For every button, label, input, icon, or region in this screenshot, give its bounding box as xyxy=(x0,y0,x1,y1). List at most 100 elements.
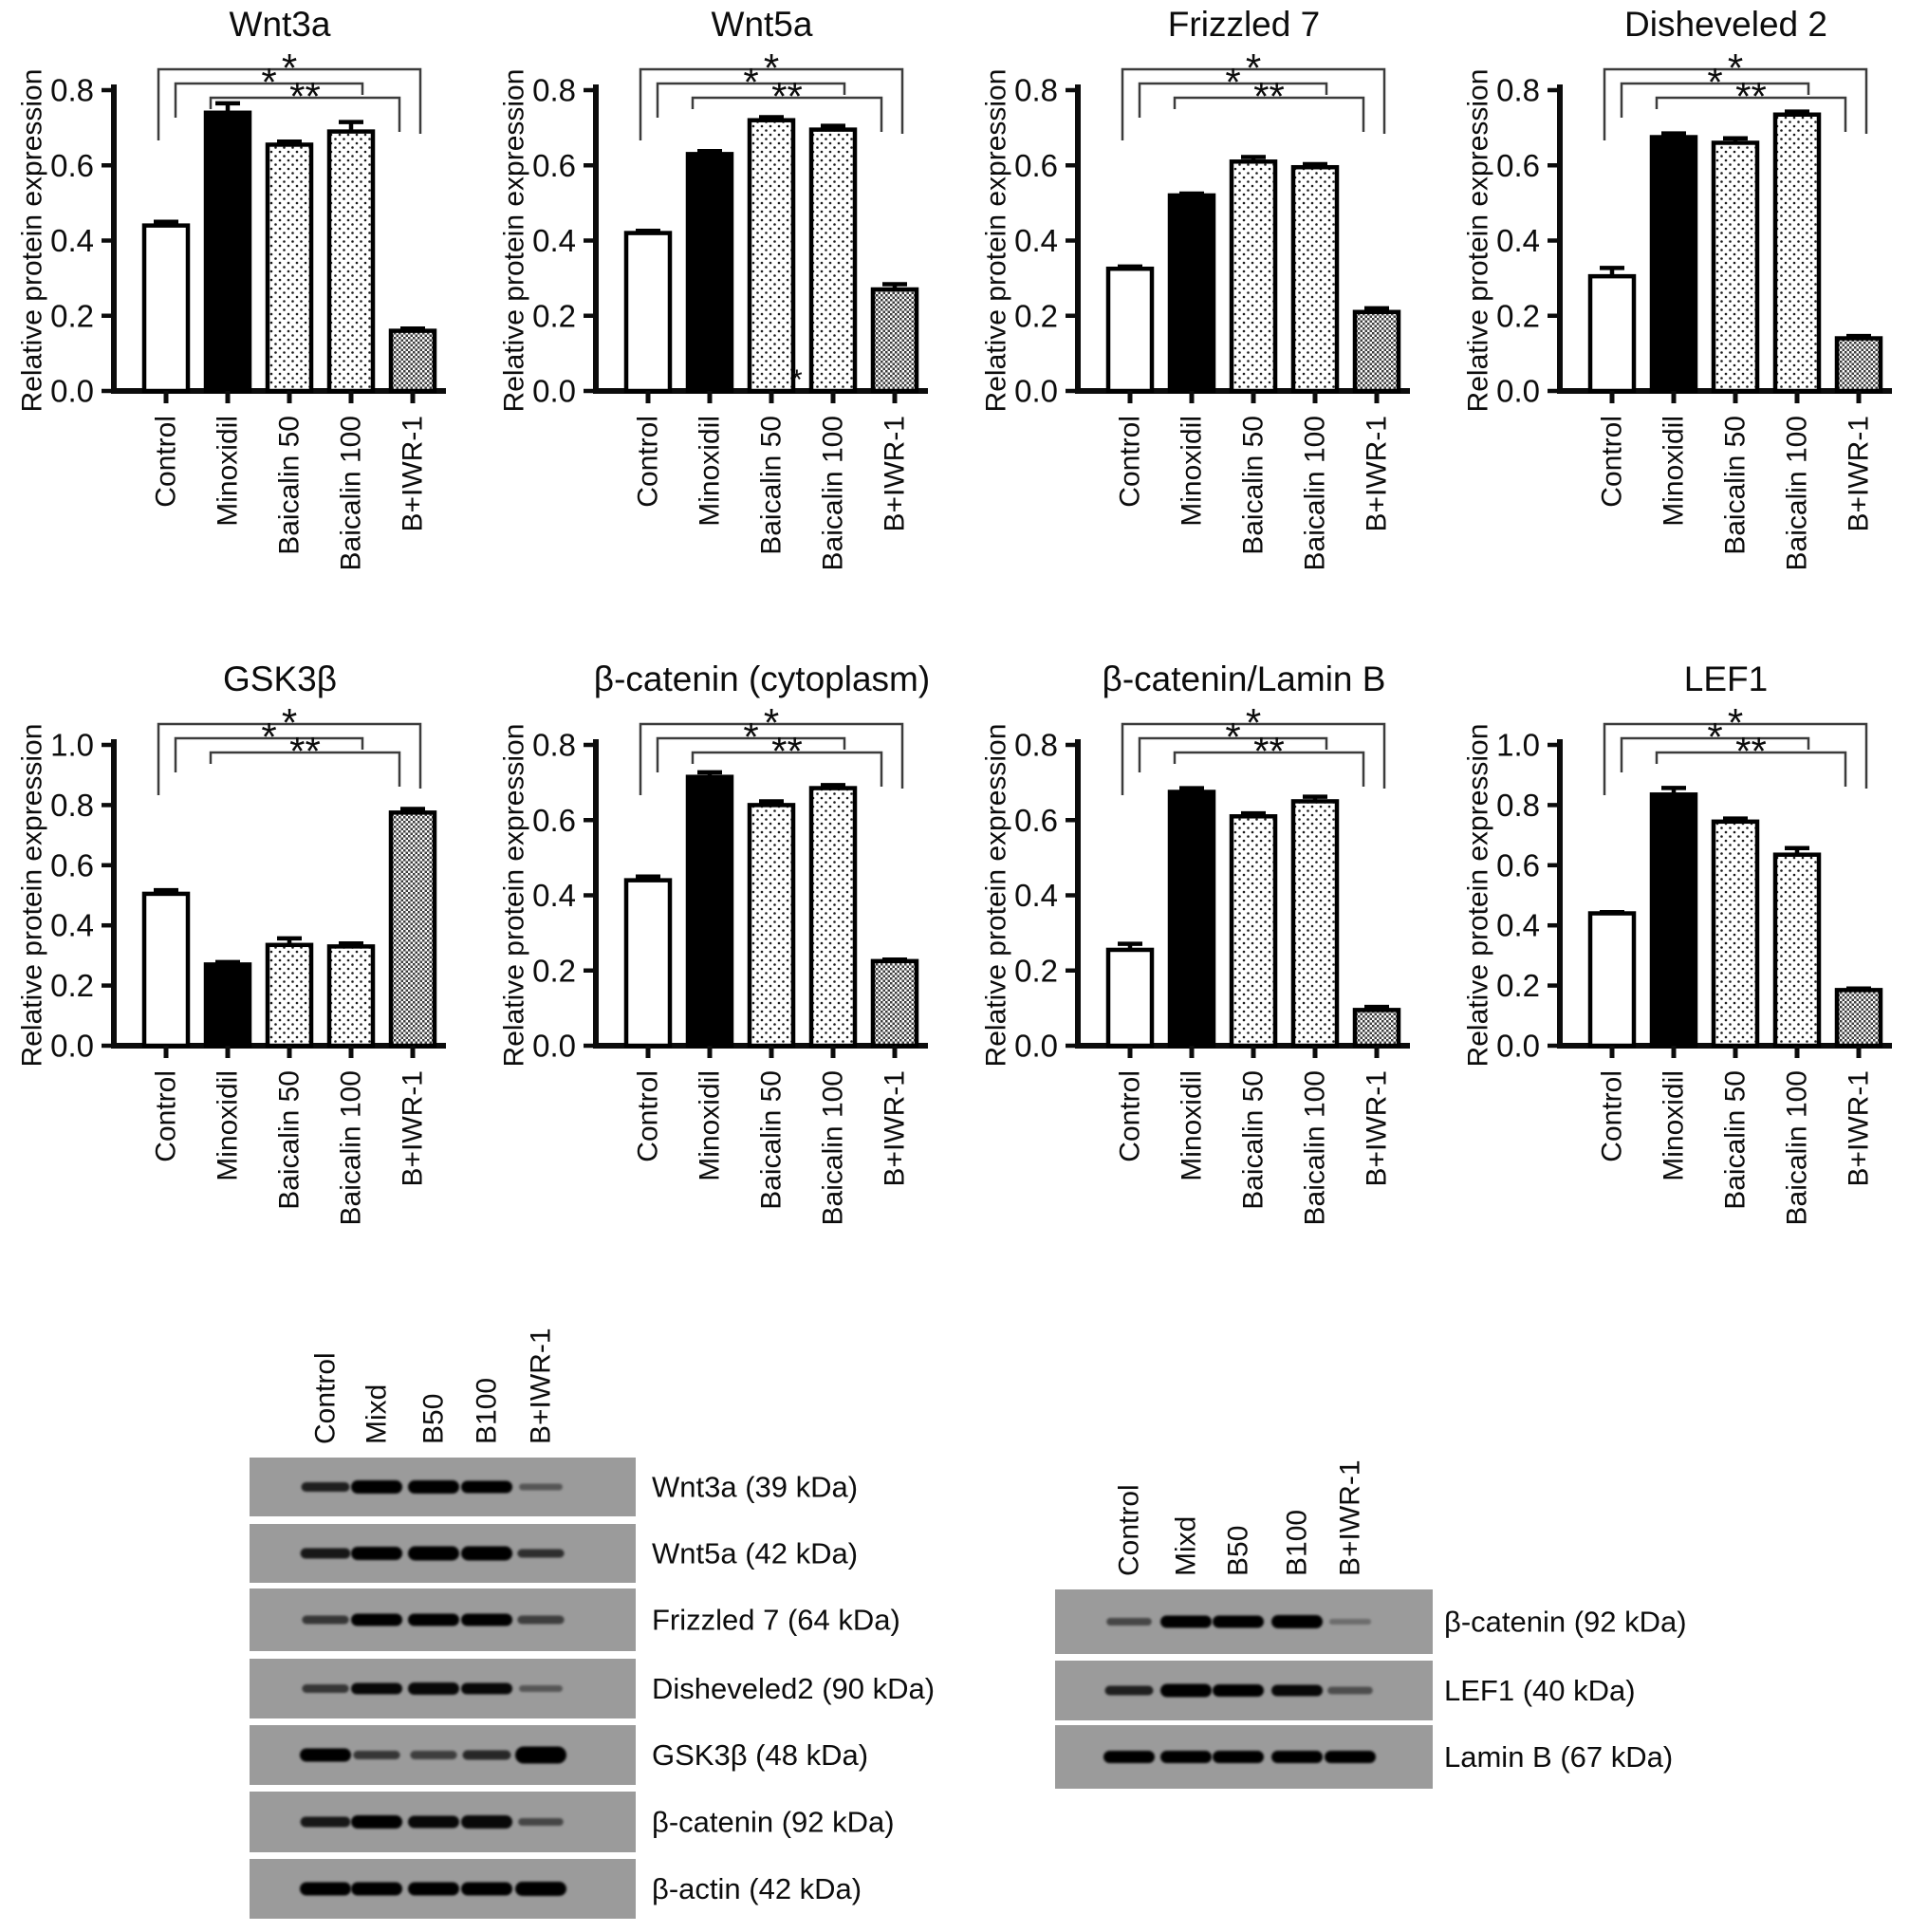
significance-bracket xyxy=(1173,96,1365,132)
significance-bracket xyxy=(209,96,401,132)
bar-minoxidil xyxy=(1167,790,1216,1049)
protein-band xyxy=(353,1751,400,1759)
y-axis-label: Relative protein expression xyxy=(17,724,48,1068)
x-category-label: Control xyxy=(1597,1070,1628,1162)
significance-label: * xyxy=(282,46,297,90)
protein-band xyxy=(300,1748,351,1762)
y-tick-label: 1.0 xyxy=(50,728,94,763)
blot-row-label: LEF1 (40 kDa) xyxy=(1444,1674,1636,1707)
blot-row-label: β-catenin (92 kDa) xyxy=(652,1806,895,1839)
y-axis-label: Relative protein expression xyxy=(981,724,1012,1068)
protein-band xyxy=(515,1746,566,1764)
y-tick-label: 0.4 xyxy=(1014,223,1058,258)
bar-minoxidil xyxy=(1649,792,1698,1049)
disheveled2-bar-chart: Disheveled 2 Relative protein expression *… xyxy=(1463,5,1892,570)
protein-band xyxy=(1103,1751,1155,1763)
bar-control xyxy=(1105,947,1155,1049)
y-tick-label: 0.6 xyxy=(1014,803,1058,838)
bar-baicalin-50 xyxy=(747,118,796,394)
bar-baicalin-100 xyxy=(1290,799,1340,1049)
bar-minoxidil xyxy=(685,774,734,1049)
protein-band xyxy=(1213,1751,1264,1763)
protein-band xyxy=(301,1482,350,1492)
y-axis-label: Relative protein expression xyxy=(981,69,1012,413)
y-tick-label: 0.8 xyxy=(1496,73,1540,108)
protein-band xyxy=(1271,1615,1323,1628)
x-category-label: Baicalin 100 xyxy=(336,416,367,570)
x-category-label: Control xyxy=(151,416,182,508)
y-tick-label: 0.8 xyxy=(1014,728,1058,763)
significance-label: * xyxy=(1225,60,1240,104)
x-category-label: Baicalin 100 xyxy=(1782,1070,1813,1225)
protein-band xyxy=(300,1882,351,1896)
x-category-label: Minoxidil xyxy=(213,1070,244,1181)
x-category-label: Baicalin 100 xyxy=(818,416,849,570)
significance-bracket xyxy=(1603,722,1868,795)
y-tick-label: 0.2 xyxy=(1496,968,1540,1003)
bar-minoxidil xyxy=(1649,135,1698,394)
protein-band xyxy=(408,1882,459,1896)
protein-band xyxy=(351,1815,402,1829)
bar-control xyxy=(1587,911,1637,1049)
blot-row-label: Lamin B (67 kDa) xyxy=(1444,1740,1673,1774)
bar-baicalin-50 xyxy=(1229,159,1278,394)
blot-lane-label: B50 xyxy=(418,1394,450,1444)
x-category-label: Baicalin 100 xyxy=(818,1070,849,1225)
significance-bracket xyxy=(1603,67,1868,140)
significance-bracket xyxy=(174,736,364,772)
significance-label: ** xyxy=(1253,729,1285,773)
significance-bracket xyxy=(1620,736,1810,772)
significance-label: * xyxy=(764,46,779,90)
x-category-label: B+IWR-1 xyxy=(880,1070,911,1187)
x-category-label: Baicalin 50 xyxy=(756,1070,788,1210)
y-tick-label: 0.0 xyxy=(1014,1029,1058,1064)
y-axis-label: Relative protein expression xyxy=(1463,724,1494,1068)
y-tick-label: 0.4 xyxy=(532,223,576,258)
blot-lane-label: B50 xyxy=(1223,1526,1254,1576)
x-category-label: Control xyxy=(1115,416,1146,508)
bar-baicalin-100 xyxy=(326,129,376,394)
significance-label: * xyxy=(261,715,276,759)
bar-control xyxy=(1587,273,1637,394)
significance-bracket xyxy=(1655,96,1847,132)
x-category-label: B+IWR-1 xyxy=(1844,416,1875,532)
x-category-label: Baicalin 100 xyxy=(336,1070,367,1225)
y-tick-label: 0.2 xyxy=(1014,298,1058,333)
significance-bracket xyxy=(1655,751,1847,787)
protein-band xyxy=(1327,1686,1373,1695)
y-tick-label: 0.0 xyxy=(1496,1029,1540,1064)
significance-bracket xyxy=(1121,67,1386,140)
y-tick-label: 0.4 xyxy=(50,908,94,943)
y-tick-label: 0.8 xyxy=(532,73,576,108)
bar-baicalin-50 xyxy=(1711,140,1760,394)
bar-baicalin-100 xyxy=(1772,112,1822,394)
x-category-label: Minoxidil xyxy=(1177,416,1208,527)
protein-band xyxy=(461,1815,512,1829)
bar-b-iwr-1 xyxy=(388,328,437,394)
bar-baicalin-50 xyxy=(265,142,314,394)
chart-title: Wnt5a xyxy=(712,5,813,44)
y-tick-label: 0.4 xyxy=(1014,878,1058,913)
bar-b-iwr-1 xyxy=(870,958,919,1049)
bar-control xyxy=(141,891,191,1049)
x-category-label: B+IWR-1 xyxy=(880,416,911,532)
y-tick-label: 0.8 xyxy=(1014,73,1058,108)
y-tick-label: 0.2 xyxy=(50,968,94,1003)
y-tick-label: 0.4 xyxy=(50,223,94,258)
blot-row-label: Wnt5a (42 kDa) xyxy=(652,1537,858,1570)
protein-band xyxy=(408,1682,459,1695)
y-tick-label: 0.6 xyxy=(532,148,576,183)
y-tick-label: 0.4 xyxy=(1496,908,1540,943)
chart-title: Wnt3a xyxy=(230,5,331,44)
significance-bracket xyxy=(174,82,364,118)
y-tick-label: 0.2 xyxy=(1014,953,1058,988)
protein-band xyxy=(461,1546,512,1561)
bar-baicalin-100 xyxy=(1290,164,1340,394)
significance-bracket xyxy=(1121,722,1386,795)
y-tick-label: 0.0 xyxy=(1014,374,1058,409)
significance-label: ** xyxy=(771,74,803,119)
y-tick-label: 0.8 xyxy=(50,73,94,108)
chart-wnt3a: Wnt3a Relative protein expression * * ** 0.0 0… xyxy=(0,0,482,655)
